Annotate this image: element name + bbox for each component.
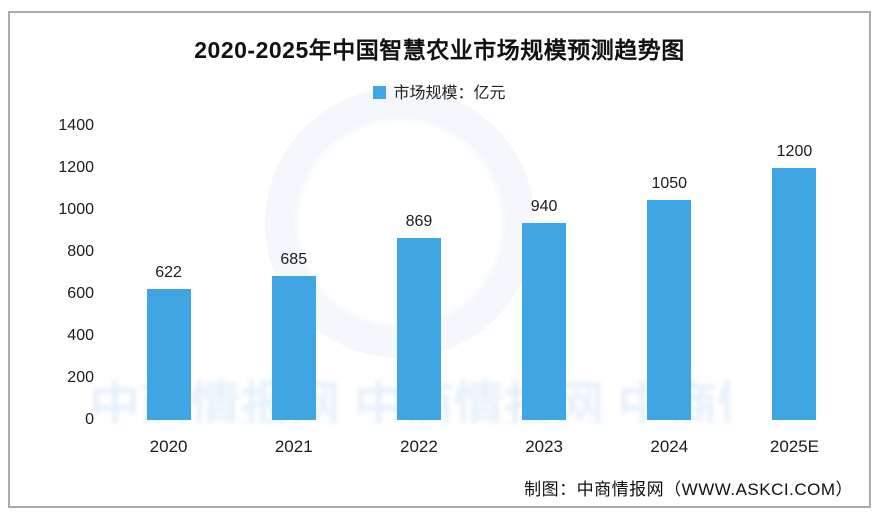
bar-column: 622 <box>106 264 231 420</box>
bar <box>271 276 316 420</box>
chart-title: 2020-2025年中国智慧农业市场规模预测趋势图 <box>194 37 685 63</box>
plot-area: 622 685 869 940 1050 1200 <box>106 90 857 420</box>
bar-column: 940 <box>482 198 607 420</box>
legend-swatch-icon <box>373 86 387 99</box>
bar-value-label: 940 <box>530 197 558 215</box>
bar-value-label: 1050 <box>651 174 688 192</box>
x-tick-label: 2025E <box>769 437 820 456</box>
bar <box>772 168 817 420</box>
y-tick-label: 600 <box>67 285 94 302</box>
y-tick-label: 200 <box>67 369 94 386</box>
credit-text: 制图：中商情报网（WWW.ASKCI.COM） <box>524 480 853 499</box>
bar <box>647 199 692 420</box>
chart-frame: 2020-2025年中国智慧农业市场规模预测趋势图 市场规模：亿元 0 200 40… <box>8 11 871 508</box>
x-tick-label: 2024 <box>650 437 689 456</box>
legend: 市场规模：亿元 <box>10 79 869 103</box>
bar-value-label: 869 <box>405 212 433 230</box>
bar-value-label: 685 <box>280 251 308 269</box>
bar-value-label: 622 <box>155 264 182 282</box>
bar <box>146 289 191 420</box>
bar-value-label: 1200 <box>776 143 813 160</box>
x-tick-label: 2023 <box>525 437 564 456</box>
bar <box>396 237 441 420</box>
bar-column: 685 <box>231 251 356 420</box>
x-tick-label: 2021 <box>274 437 313 456</box>
x-axis: 2020 2021 2022 2023 2024 2025E <box>106 437 857 457</box>
bar-column: 1050 <box>607 174 732 420</box>
y-tick-label: 1200 <box>58 159 94 176</box>
x-tick-label: 2022 <box>400 437 438 456</box>
legend-label: 市场规模：亿元 <box>393 85 506 102</box>
bar-column: 869 <box>356 213 481 420</box>
y-tick-label: 800 <box>67 243 94 260</box>
y-tick-label: 400 <box>67 327 94 344</box>
bar <box>522 222 567 420</box>
y-tick-label: 0 <box>85 411 94 428</box>
x-tick-label: 2020 <box>149 437 188 456</box>
y-tick-label: 1400 <box>58 117 94 134</box>
bar-column: 1200 <box>732 143 857 420</box>
y-tick-label: 1000 <box>58 201 94 218</box>
